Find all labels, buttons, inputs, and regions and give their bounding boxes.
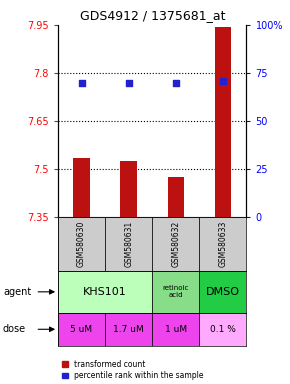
Bar (58, 217, 105, 271)
Point (173, 79, 178, 86)
Bar (105, 313, 152, 346)
Text: DMSO: DMSO (206, 287, 240, 297)
Text: GSM580630: GSM580630 (77, 221, 86, 267)
Bar (152, 313, 200, 346)
Point (221, 78, 225, 84)
Text: GSM580633: GSM580633 (218, 221, 227, 267)
Bar (199, 217, 246, 271)
Bar (105, 217, 152, 271)
Text: 1.7 uM: 1.7 uM (113, 325, 144, 334)
Bar (73, 158, 90, 217)
Text: KHS101: KHS101 (83, 287, 127, 297)
Bar (58, 271, 152, 313)
Bar (199, 313, 246, 346)
Text: 5 uM: 5 uM (70, 325, 93, 334)
Bar (152, 217, 200, 271)
Bar (58, 313, 105, 346)
Text: GSM580631: GSM580631 (124, 221, 133, 267)
Text: 1 uM: 1 uM (165, 325, 187, 334)
Bar (168, 177, 184, 217)
Text: agent: agent (3, 287, 31, 297)
Title: GDS4912 / 1375681_at: GDS4912 / 1375681_at (79, 9, 225, 22)
Point (126, 79, 131, 86)
Bar (120, 161, 137, 217)
Text: dose: dose (3, 324, 26, 334)
Bar (152, 271, 200, 313)
Legend: transformed count, percentile rank within the sample: transformed count, percentile rank withi… (62, 360, 204, 380)
Text: 0.1 %: 0.1 % (210, 325, 236, 334)
Bar (215, 26, 231, 217)
Bar (199, 271, 246, 313)
Text: GSM580632: GSM580632 (171, 221, 180, 267)
Text: retinoic
acid: retinoic acid (163, 285, 189, 298)
Point (79, 79, 84, 86)
